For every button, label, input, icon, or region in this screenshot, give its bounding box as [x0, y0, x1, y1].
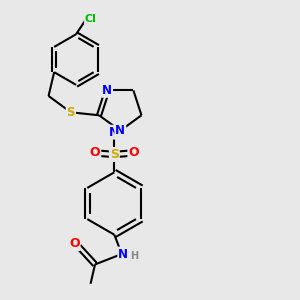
Text: N: N — [102, 84, 112, 97]
Text: Cl: Cl — [85, 14, 97, 24]
Text: H: H — [130, 251, 138, 261]
Text: O: O — [128, 146, 139, 160]
Text: O: O — [90, 146, 100, 160]
Text: S: S — [110, 148, 119, 161]
Text: N: N — [115, 124, 125, 137]
Text: N: N — [118, 248, 128, 260]
Text: N: N — [109, 126, 119, 139]
Text: O: O — [69, 237, 80, 250]
Text: S: S — [67, 106, 75, 119]
